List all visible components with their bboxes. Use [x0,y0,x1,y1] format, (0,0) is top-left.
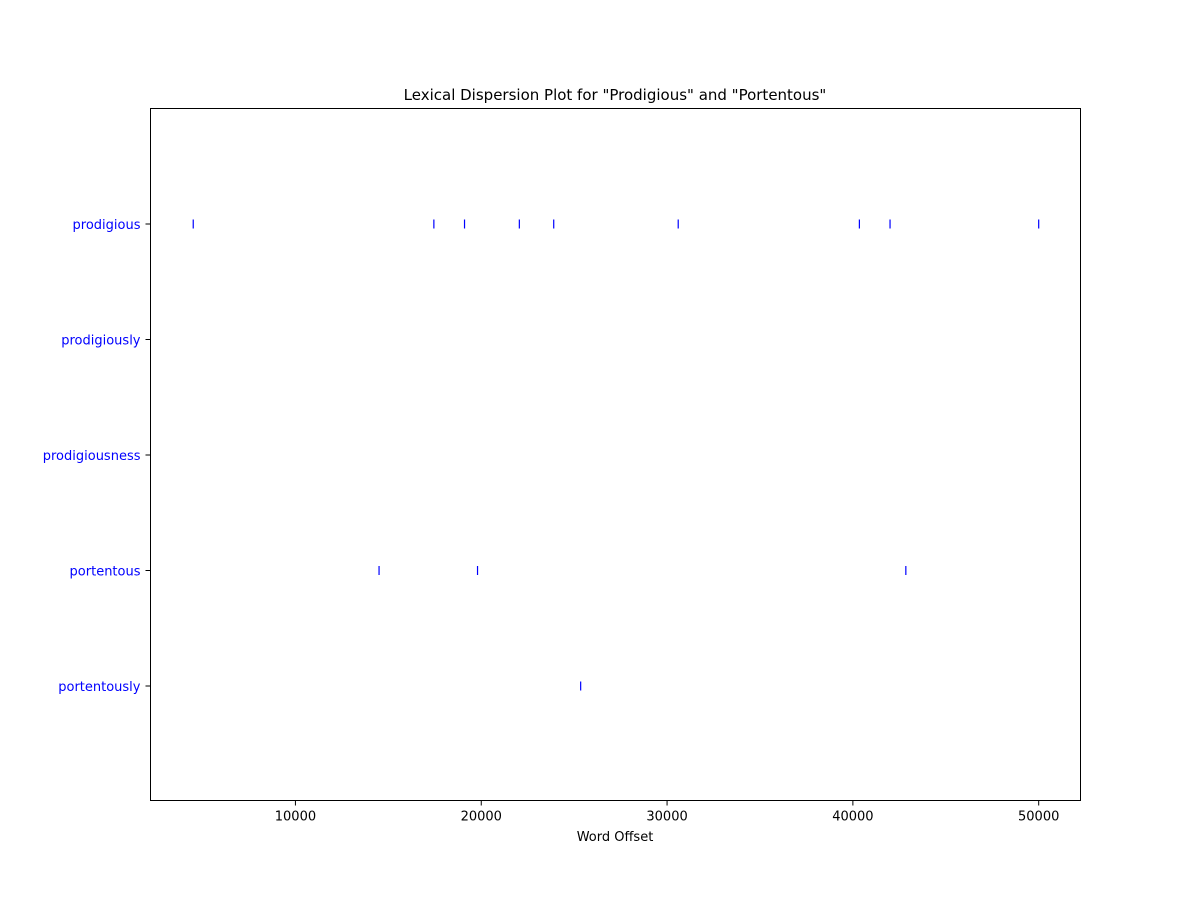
y-tick-label-prodigiousness: prodigiousness [43,449,141,464]
y-tick-label-prodigiously: prodigiously [61,334,141,349]
y-tick-label-portentously: portentously [58,680,141,695]
y-tick-label-prodigious: prodigious [73,218,141,233]
x-axis: 10000 20000 30000 40000 50000 [275,800,1059,825]
y-tick-label-portentous: portentous [70,565,141,580]
dispersion-marks [192,219,1040,691]
x-tick-label: 20000 [461,810,502,825]
x-tick-label: 30000 [646,810,687,825]
y-axis: prodigious prodigiously prodigiousness port… [43,218,151,695]
x-tick-label: 40000 [832,810,873,825]
x-axis-label: Word Offset [577,830,654,845]
chart-title: Lexical Dispersion Plot for "Prodigious"… [404,86,827,104]
x-tick-label: 50000 [1018,810,1059,825]
x-tick-label: 10000 [275,810,316,825]
